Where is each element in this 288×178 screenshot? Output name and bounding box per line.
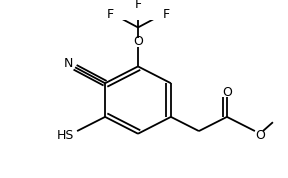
- Text: F: F: [107, 8, 113, 21]
- Text: O: O: [222, 86, 232, 99]
- Text: F: F: [162, 8, 170, 21]
- Text: F: F: [134, 0, 142, 11]
- Text: HS: HS: [56, 129, 74, 142]
- Text: O: O: [255, 129, 265, 142]
- Text: O: O: [133, 35, 143, 48]
- Text: N: N: [63, 57, 73, 70]
